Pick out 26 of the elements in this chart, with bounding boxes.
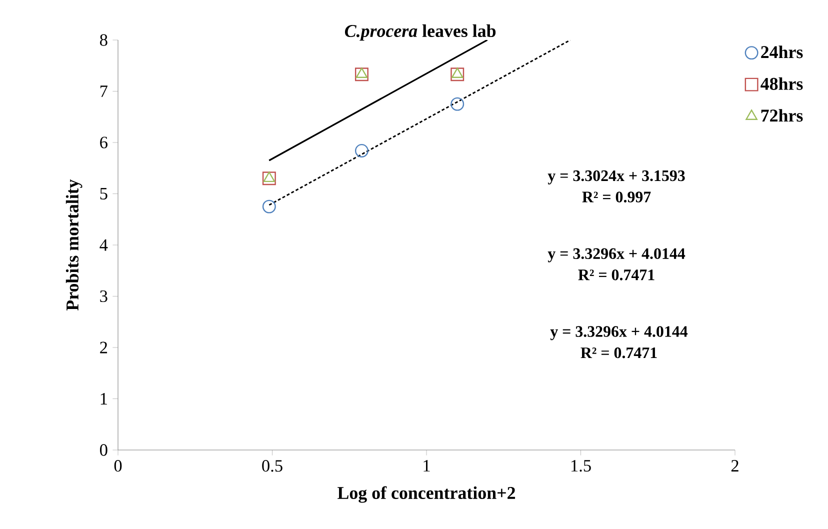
y-tick-label: 8 <box>100 34 108 46</box>
y-tick-label: 2 <box>100 342 108 354</box>
y-tick-label: 5 <box>100 188 108 200</box>
x-tick-label: 0.5 <box>262 460 282 472</box>
chart-title: C.procera leaves lab <box>344 24 496 41</box>
annotation: R² = 0.997 <box>582 192 651 202</box>
annotation: y = 3.3024x + 3.1593 <box>548 170 685 184</box>
x-tick-label: 2 <box>731 460 738 472</box>
legend-label: 72hrs <box>761 109 803 122</box>
annotation: R² = 0.7471 <box>578 270 654 280</box>
legend-label: 48hrs <box>760 77 803 90</box>
y-tick-label: 1 <box>100 393 107 404</box>
y-tick-label: 7 <box>100 86 108 97</box>
annotation: y = 3.3296x + 4.0144 <box>550 326 688 340</box>
legend-label: 24hrs <box>761 46 803 58</box>
y-tick-label: 3 <box>100 290 108 302</box>
y-tick-label: 0 <box>100 444 108 456</box>
annotation: y = 3.3296x + 4.0144 <box>548 248 686 262</box>
y-tick-label: 6 <box>100 136 108 148</box>
y-tick-label: 4 <box>100 239 108 251</box>
x-axis-title: Log of concentration+2 <box>338 486 516 503</box>
x-tick-label: 0 <box>114 460 122 472</box>
y-axis-title: Probits mortality <box>66 179 82 311</box>
annotation: R² = 0.7471 <box>580 347 657 358</box>
x-tick-label: 1 <box>424 460 430 472</box>
x-tick-label: 1.5 <box>571 460 591 472</box>
